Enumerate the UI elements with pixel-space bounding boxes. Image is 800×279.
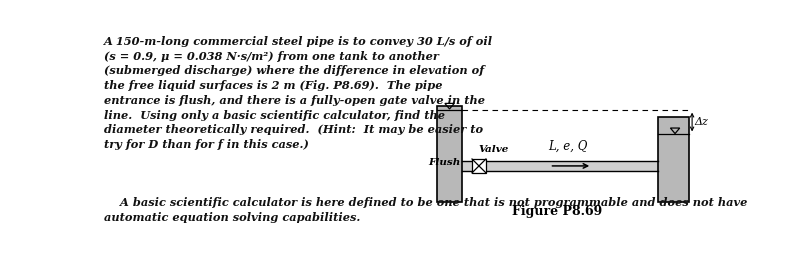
Text: A 150-m-long commercial steel pipe is to convey 30 L/s of oil
(s = 0.9, μ = 0.03: A 150-m-long commercial steel pipe is to… [104,36,493,150]
Bar [472,159,486,173]
Bar [658,117,689,202]
Text: A basic scientific calculator is here defined to be one that is not programmable: A basic scientific calculator is here de… [104,198,747,223]
Text: Valve: Valve [478,145,509,154]
Bar [462,160,658,171]
Text: Figure P8.69: Figure P8.69 [512,205,602,218]
Text: Δz: Δz [694,117,708,127]
Text: L, e, Q: L, e, Q [548,140,587,153]
Bar [437,106,462,202]
Text: Flush: Flush [428,158,460,167]
